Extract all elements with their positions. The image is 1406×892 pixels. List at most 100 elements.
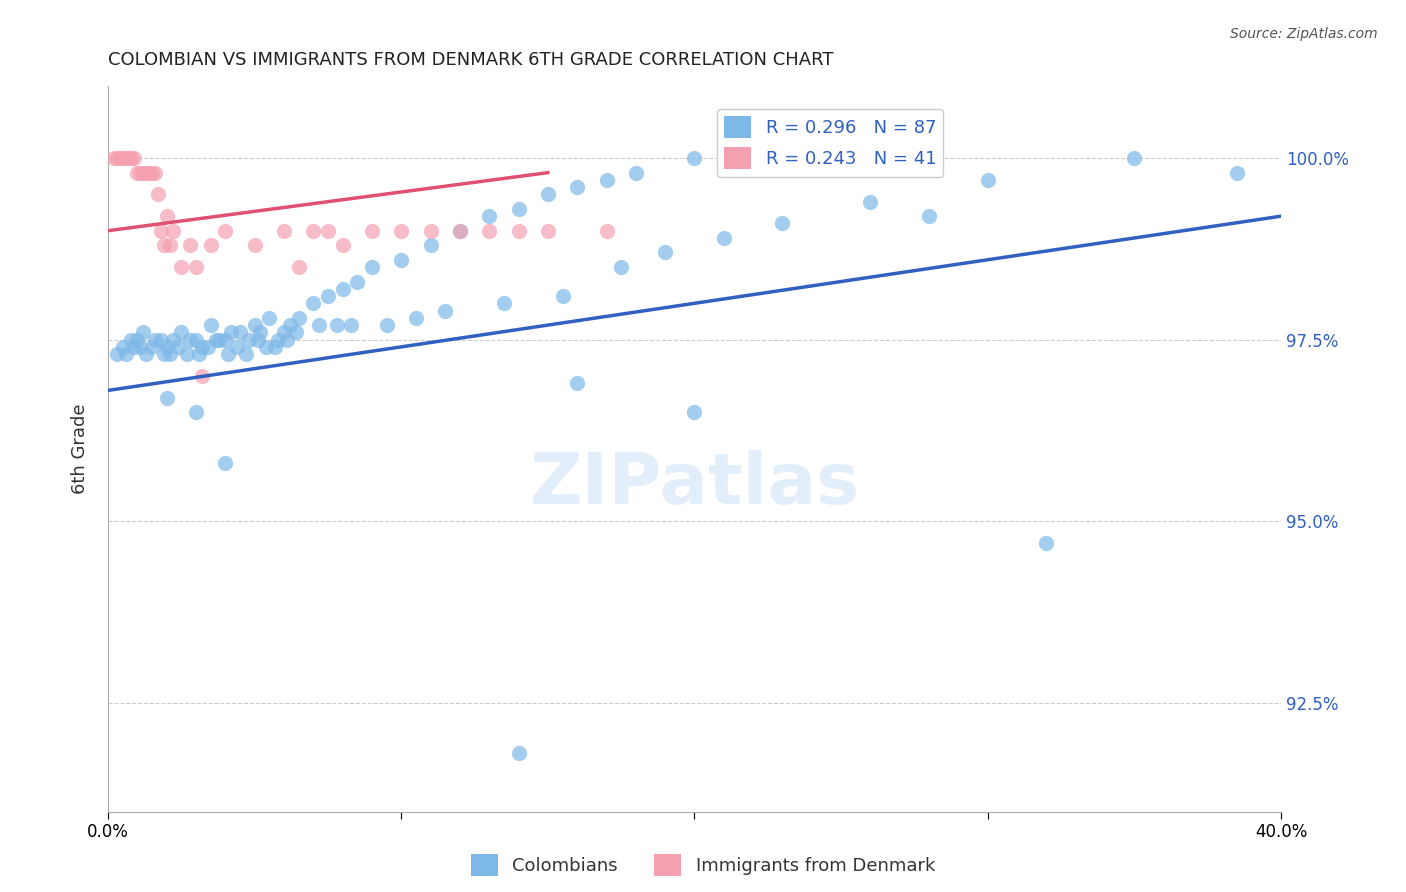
Point — [567, 376, 589, 391]
Text: ZIPatlas: ZIPatlas — [530, 450, 859, 519]
Point — [595, 224, 617, 238]
Point — [308, 318, 330, 332]
Point — [243, 238, 266, 252]
Point — [152, 238, 174, 252]
Point — [302, 224, 325, 238]
Point — [508, 747, 530, 761]
Point — [449, 224, 471, 238]
Point — [389, 224, 412, 238]
Text: Source: ZipAtlas.com: Source: ZipAtlas.com — [1230, 27, 1378, 41]
Point — [105, 151, 128, 165]
Point — [124, 151, 146, 165]
Point — [419, 238, 441, 252]
Point — [478, 224, 501, 238]
Point — [316, 224, 339, 238]
Point — [135, 166, 157, 180]
Point — [120, 151, 142, 165]
Point — [132, 166, 155, 180]
Point — [302, 296, 325, 310]
Point — [208, 333, 231, 347]
Point — [316, 289, 339, 303]
Point — [146, 187, 169, 202]
Point — [124, 340, 146, 354]
Point — [254, 340, 277, 354]
Point — [162, 333, 184, 347]
Point — [340, 318, 363, 332]
Point — [361, 224, 384, 238]
Point — [105, 347, 128, 361]
Point — [114, 347, 136, 361]
Point — [159, 238, 181, 252]
Point — [273, 326, 295, 340]
Point — [149, 224, 172, 238]
Point — [149, 333, 172, 347]
Point — [170, 260, 193, 274]
Point — [191, 368, 214, 383]
Point — [135, 347, 157, 361]
Point — [200, 318, 222, 332]
Point — [108, 151, 131, 165]
Point — [141, 166, 163, 180]
Point — [187, 347, 209, 361]
Point — [156, 209, 179, 223]
Point — [114, 151, 136, 165]
Point — [184, 405, 207, 419]
Point — [492, 296, 515, 310]
Point — [229, 326, 252, 340]
Point — [159, 347, 181, 361]
Point — [152, 347, 174, 361]
Point — [127, 166, 149, 180]
Legend: R = 0.296   N = 87, R = 0.243   N = 41: R = 0.296 N = 87, R = 0.243 N = 41 — [717, 109, 943, 177]
Point — [361, 260, 384, 274]
Point — [742, 151, 765, 165]
Point — [238, 333, 260, 347]
Point — [537, 224, 560, 238]
Point — [859, 194, 882, 209]
Point — [214, 333, 236, 347]
Point — [117, 151, 139, 165]
Point — [214, 224, 236, 238]
Point — [143, 333, 166, 347]
Point — [132, 326, 155, 340]
Point — [287, 260, 309, 274]
Point — [141, 340, 163, 354]
Point — [346, 275, 368, 289]
Point — [325, 318, 347, 332]
Point — [772, 217, 794, 231]
Point — [624, 166, 647, 180]
Point — [567, 180, 589, 194]
Point — [226, 340, 249, 354]
Point — [111, 151, 134, 165]
Point — [129, 340, 152, 354]
Point — [267, 333, 290, 347]
Point — [217, 347, 239, 361]
Point — [197, 340, 219, 354]
Point — [287, 310, 309, 325]
Point — [405, 310, 427, 325]
Point — [713, 231, 735, 245]
Point — [179, 238, 201, 252]
Point — [214, 456, 236, 470]
Point — [111, 340, 134, 354]
Point — [205, 333, 228, 347]
Point — [683, 405, 706, 419]
Point — [200, 238, 222, 252]
Point — [537, 187, 560, 202]
Point — [259, 310, 281, 325]
Point — [273, 224, 295, 238]
Point — [156, 391, 179, 405]
Point — [389, 252, 412, 267]
Point — [375, 318, 398, 332]
Y-axis label: 6th Grade: 6th Grade — [72, 403, 89, 494]
Point — [191, 340, 214, 354]
Point — [219, 326, 242, 340]
Point — [654, 245, 676, 260]
Point — [129, 166, 152, 180]
Point — [167, 340, 190, 354]
Point — [610, 260, 633, 274]
Point — [977, 173, 1000, 187]
Point — [162, 224, 184, 238]
Point — [434, 303, 457, 318]
Point — [551, 289, 574, 303]
Point — [284, 326, 307, 340]
